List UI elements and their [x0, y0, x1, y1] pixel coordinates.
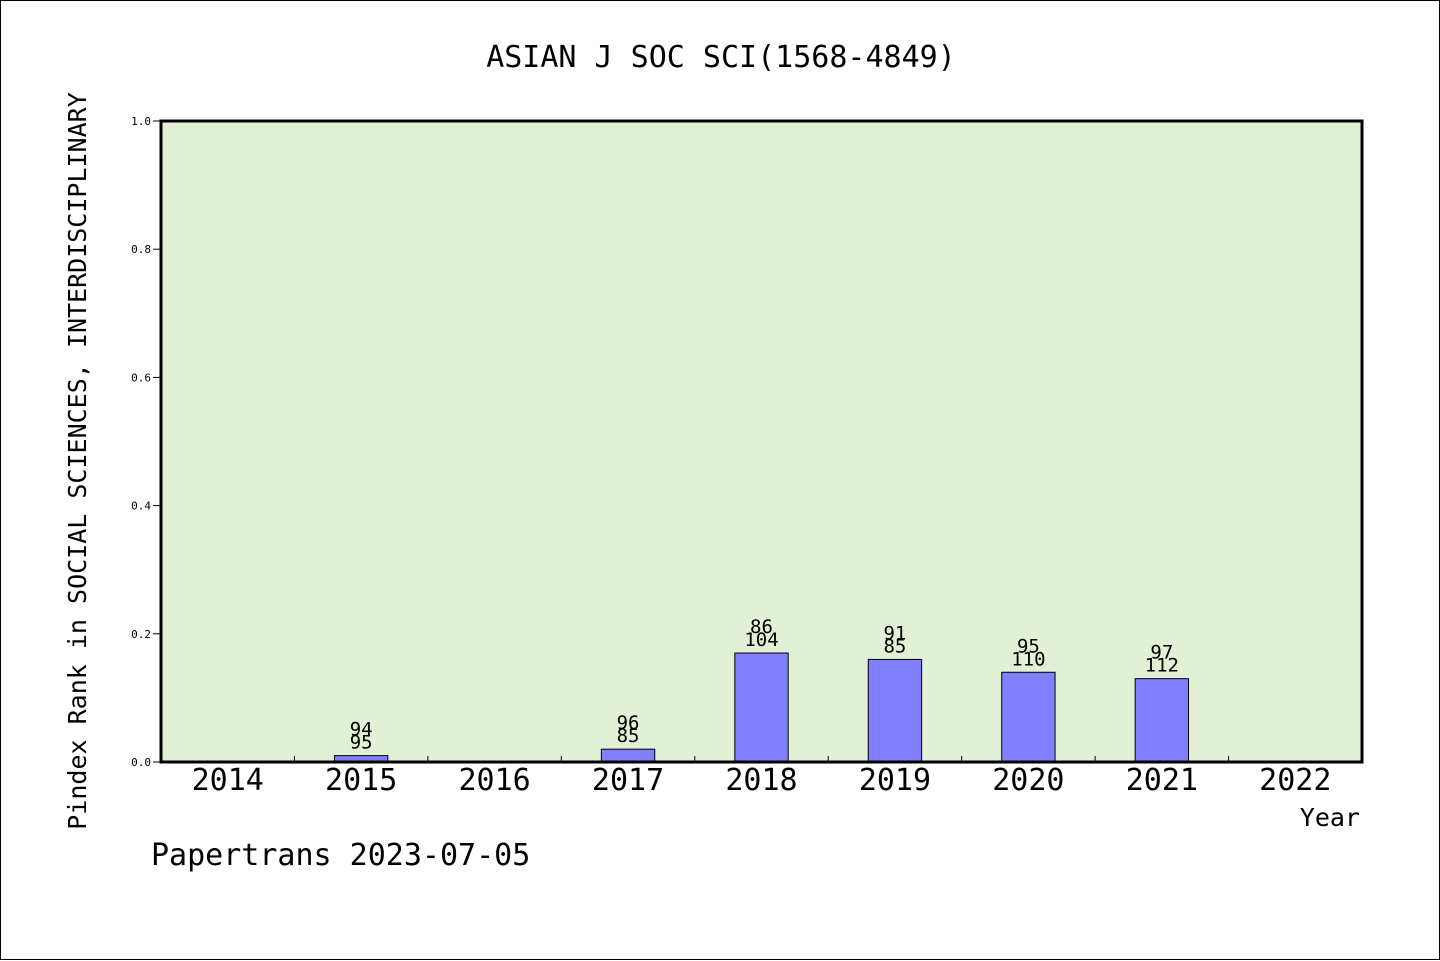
y-tick-label: 0.2 — [131, 628, 151, 641]
bar-2021 — [1134, 678, 1190, 763]
x-axis-label: Year — [1300, 803, 1360, 832]
y-tick-label: 0.0 — [131, 756, 151, 769]
bar-2017 — [600, 748, 656, 763]
y-tick-label: 0.6 — [131, 371, 151, 384]
bar-2018 — [734, 652, 789, 763]
chart-title: ASIAN J SOC SCI(1568-4849) — [486, 40, 956, 75]
x-tick-label: 2014 — [192, 763, 264, 798]
data-label-bottom: 85 — [617, 725, 640, 747]
x-axis-ticks: 2014 2015 2016 2017 2018 2019 2020 2021 2022 — [192, 756, 1331, 798]
bar-2019 — [867, 658, 923, 763]
data-label-bottom: 104 — [744, 629, 778, 651]
bars — [333, 652, 1190, 763]
data-label-bottom: 110 — [1011, 648, 1045, 670]
data-label-bottom: 95 — [350, 732, 373, 754]
y-tick-label: 1.0 — [131, 115, 151, 128]
data-label-top: 97 — [1150, 642, 1173, 664]
data-label-bottom: 112 — [1145, 655, 1179, 677]
x-tick-label: 2019 — [859, 763, 931, 798]
data-label-top: 94 — [350, 719, 373, 741]
data-label-top: 96 — [617, 712, 640, 734]
data-label-bottom: 85 — [883, 635, 906, 657]
x-tick-label: 2016 — [458, 763, 530, 798]
data-label-top: 91 — [883, 622, 906, 644]
y-tick-label: 0.8 — [131, 243, 151, 256]
x-tick-label: 2018 — [725, 763, 797, 798]
x-tick-label: 2022 — [1259, 763, 1331, 798]
x-tick-label: 2020 — [992, 763, 1064, 798]
y-tick-label: 0.4 — [131, 500, 151, 513]
bar-2020 — [1001, 671, 1056, 763]
x-tick-label: 2015 — [325, 763, 397, 798]
x-tick-label: 2021 — [1126, 763, 1198, 798]
y-axis-ticks: 0.0 0.2 0.4 0.6 0.8 1.0 — [131, 115, 161, 769]
y-axis-label: Pindex Rank in SOCIAL SCIENCES, INTERDIS… — [63, 92, 92, 830]
data-label-top: 95 — [1017, 635, 1040, 657]
plot-border — [159, 119, 1364, 764]
footer-credit: Papertrans 2023-07-05 — [151, 838, 530, 873]
data-label-top: 86 — [750, 616, 773, 638]
x-tick-label: 2017 — [592, 763, 664, 798]
